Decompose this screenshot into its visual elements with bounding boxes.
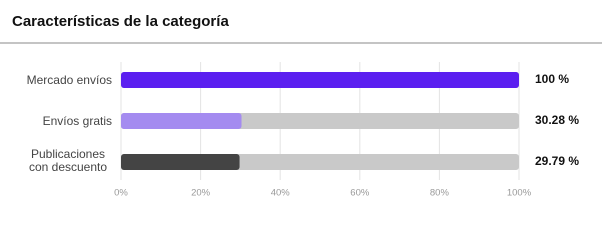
category-label: Mercado envíos: [27, 71, 112, 89]
x-tick-label: 20%: [191, 188, 211, 199]
category-text: Mercado envíos: [26, 73, 112, 87]
x-tick-label: 100%: [507, 188, 532, 199]
value-label: 100 %: [535, 72, 569, 86]
chart-title: Características de la categoría: [12, 13, 229, 30]
category-text: Publicaciones con descuento: [28, 147, 108, 174]
category-text: Envíos gratis: [42, 114, 112, 128]
x-tick-label: 80%: [430, 188, 450, 199]
category-label: Publicaciones con descuento: [24, 148, 112, 176]
bar: [121, 154, 240, 170]
x-tick-label: 60%: [350, 188, 370, 199]
x-tick-label: 40%: [271, 188, 291, 199]
value-label: 29.79 %: [535, 154, 579, 168]
x-tick-label: 0%: [114, 188, 128, 199]
value-label: 30.28 %: [535, 113, 579, 127]
bar: [121, 113, 242, 129]
bar: [121, 72, 519, 88]
category-label: Envíos gratis: [43, 112, 112, 130]
